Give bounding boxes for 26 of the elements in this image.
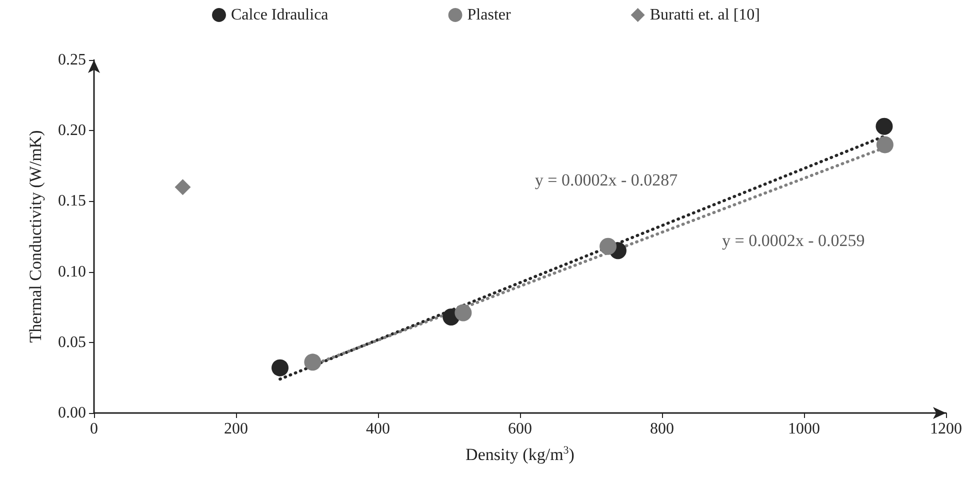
point: [876, 118, 893, 135]
annotation: y = 0.0002x - 0.0259: [722, 230, 865, 250]
x-tick-label: 1000: [788, 420, 820, 438]
y-tick-label: 0.15: [58, 192, 86, 210]
y-tick-label: 0.05: [58, 334, 86, 351]
y-tick-label: 0.00: [58, 404, 86, 422]
point: [272, 359, 289, 376]
y-tick-label: 0.10: [58, 263, 86, 280]
x-tick-label: 1200: [930, 420, 962, 438]
x-tick-label: 800: [650, 420, 674, 438]
legend-label: Buratti et. al [10]: [650, 6, 760, 24]
x-tick-label: 600: [508, 420, 532, 438]
y-tick-label: 0.25: [58, 52, 86, 68]
y-axis-title: Thermal Conductivity (W/mK): [26, 130, 45, 343]
point: [174, 179, 191, 196]
legend-label: Plaster: [467, 6, 512, 24]
y-tick-label: 0.20: [58, 122, 86, 140]
legend-label: Calce Idraulica: [230, 6, 328, 24]
point: [454, 304, 472, 322]
x-tick-label: 200: [224, 420, 248, 438]
annotation: y = 0.0002x - 0.0287: [534, 170, 678, 190]
point: [304, 354, 322, 371]
x-tick-label: 0: [90, 420, 98, 438]
point: [876, 136, 894, 154]
point: [600, 238, 617, 255]
x-tick-label: 400: [366, 420, 390, 438]
